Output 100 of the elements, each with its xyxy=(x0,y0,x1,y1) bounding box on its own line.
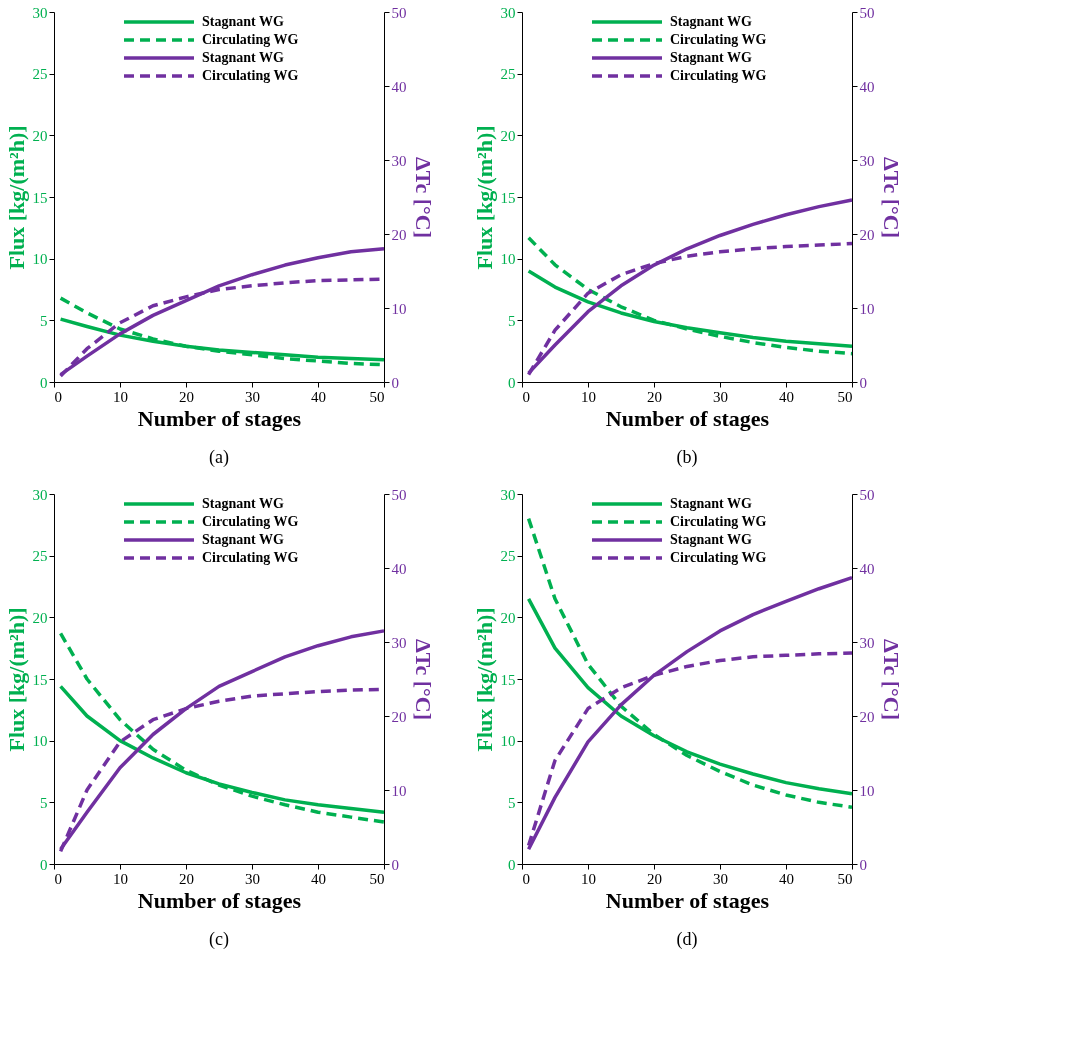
y2-tick-label: 30 xyxy=(859,152,875,169)
y2-tick-label: 40 xyxy=(391,78,407,95)
y2-tick-label: 20 xyxy=(391,226,407,243)
y-tick-label: 5 xyxy=(40,312,48,329)
x-tick-label: 50 xyxy=(369,870,385,887)
line-series xyxy=(526,575,854,851)
legend-label: Circulating WG xyxy=(670,550,767,565)
y2-tick-label: 30 xyxy=(391,152,407,169)
x-tick-label: 10 xyxy=(581,870,596,887)
y-tick-label: 10 xyxy=(500,733,516,750)
legend-label: Stagnant WG xyxy=(670,532,752,547)
y-tick-label: 25 xyxy=(32,548,48,565)
y2-axis-title: ΔTc [°C] xyxy=(878,156,904,239)
y-tick-label: 25 xyxy=(32,66,48,83)
y2-axis-title: ΔTc [°C] xyxy=(410,156,436,239)
legend-label: Stagnant WG xyxy=(202,532,284,547)
legend-label: Circulating WG xyxy=(202,68,299,83)
y2-tick-label: 30 xyxy=(391,634,407,651)
x-tick-label: 20 xyxy=(179,870,194,887)
y-tick-label: 10 xyxy=(32,251,48,268)
legend-label: Circulating WG xyxy=(670,68,767,83)
x-axis-title: Number of stages xyxy=(137,887,302,913)
x-tick-label: 10 xyxy=(113,870,128,887)
y2-tick-label: 50 xyxy=(391,486,407,503)
legend-label: Stagnant WG xyxy=(670,50,752,65)
y-axis-title: Flux [kg/(m²h)] xyxy=(3,607,29,752)
x-tick-label: 10 xyxy=(113,388,128,405)
y2-tick-label: 0 xyxy=(391,374,399,391)
x-tick-label: 30 xyxy=(713,388,728,405)
y-tick-label: 30 xyxy=(500,4,516,21)
y2-axis-title: ΔTc [°C] xyxy=(878,638,904,721)
y-tick-label: 15 xyxy=(32,189,48,206)
legend-label: Circulating WG xyxy=(670,514,767,529)
y-tick-label: 20 xyxy=(32,609,48,626)
line-series xyxy=(526,516,854,810)
x-tick-label: 30 xyxy=(713,870,728,887)
y-axis-title: Flux [kg/(m²h)] xyxy=(471,607,497,752)
y2-tick-label: 10 xyxy=(859,782,875,799)
y-tick-label: 10 xyxy=(500,251,516,268)
x-tick-label: 30 xyxy=(245,388,260,405)
x-tick-label: 0 xyxy=(522,388,530,405)
y2-tick-label: 10 xyxy=(859,300,875,317)
y-tick-label: 30 xyxy=(500,486,516,503)
text: (b) xyxy=(676,447,698,468)
x-tick-label: 50 xyxy=(837,870,853,887)
x-tick-label: 40 xyxy=(779,870,794,887)
y2-tick-label: 50 xyxy=(391,4,407,21)
x-tick-label: 10 xyxy=(581,388,596,405)
y-tick-label: 20 xyxy=(500,127,516,144)
y-tick-label: 25 xyxy=(500,548,516,565)
y2-tick-label: 20 xyxy=(859,708,875,725)
y-tick-label: 5 xyxy=(40,794,48,811)
y2-tick-label: 20 xyxy=(391,708,407,725)
y2-tick-label: 50 xyxy=(859,486,875,503)
y2-tick-label: 40 xyxy=(859,78,875,95)
y2-tick-label: 40 xyxy=(859,560,875,577)
line-series xyxy=(526,235,854,356)
y2-tick-label: 30 xyxy=(859,634,875,651)
y2-tick-label: 10 xyxy=(391,782,407,799)
y-tick-label: 5 xyxy=(508,794,516,811)
x-tick-label: 0 xyxy=(522,870,530,887)
x-axis-title: Number of stages xyxy=(605,405,770,431)
y2-tick-label: 0 xyxy=(859,856,867,873)
y-tick-label: 15 xyxy=(32,671,48,688)
x-tick-label: 40 xyxy=(311,870,326,887)
legend-label: Stagnant WG xyxy=(670,14,752,29)
text: (d) xyxy=(676,929,698,950)
y-tick-label: 30 xyxy=(32,486,48,503)
y2-tick-label: 0 xyxy=(859,374,867,391)
y-tick-label: 15 xyxy=(500,189,516,206)
text: (c) xyxy=(209,929,229,950)
y2-tick-label: 10 xyxy=(391,300,407,317)
y2-tick-label: 0 xyxy=(391,856,399,873)
y-tick-label: 0 xyxy=(508,856,516,873)
y-tick-label: 0 xyxy=(40,374,48,391)
legend-label: Stagnant WG xyxy=(670,496,752,511)
y-tick-label: 0 xyxy=(508,374,516,391)
x-tick-label: 0 xyxy=(54,870,62,887)
legend-label: Circulating WG xyxy=(202,514,299,529)
y-tick-label: 25 xyxy=(500,66,516,83)
x-tick-label: 40 xyxy=(311,388,326,405)
y-tick-label: 10 xyxy=(32,733,48,750)
x-axis-title: Number of stages xyxy=(605,887,770,913)
x-tick-label: 20 xyxy=(647,870,662,887)
y-tick-label: 30 xyxy=(32,4,48,21)
legend-label: Stagnant WG xyxy=(202,496,284,511)
y2-tick-label: 20 xyxy=(859,226,875,243)
y-tick-label: 20 xyxy=(32,127,48,144)
y2-tick-label: 40 xyxy=(391,560,407,577)
x-tick-label: 50 xyxy=(837,388,853,405)
y2-tick-label: 50 xyxy=(859,4,875,21)
legend-label: Stagnant WG xyxy=(202,50,284,65)
legend-label: Stagnant WG xyxy=(202,14,284,29)
x-tick-label: 20 xyxy=(647,388,662,405)
x-tick-label: 30 xyxy=(245,870,260,887)
x-axis-title: Number of stages xyxy=(137,405,302,431)
legend-label: Circulating WG xyxy=(202,550,299,565)
y-tick-label: 20 xyxy=(500,609,516,626)
y-tick-label: 5 xyxy=(508,312,516,329)
text: (a) xyxy=(209,447,229,468)
